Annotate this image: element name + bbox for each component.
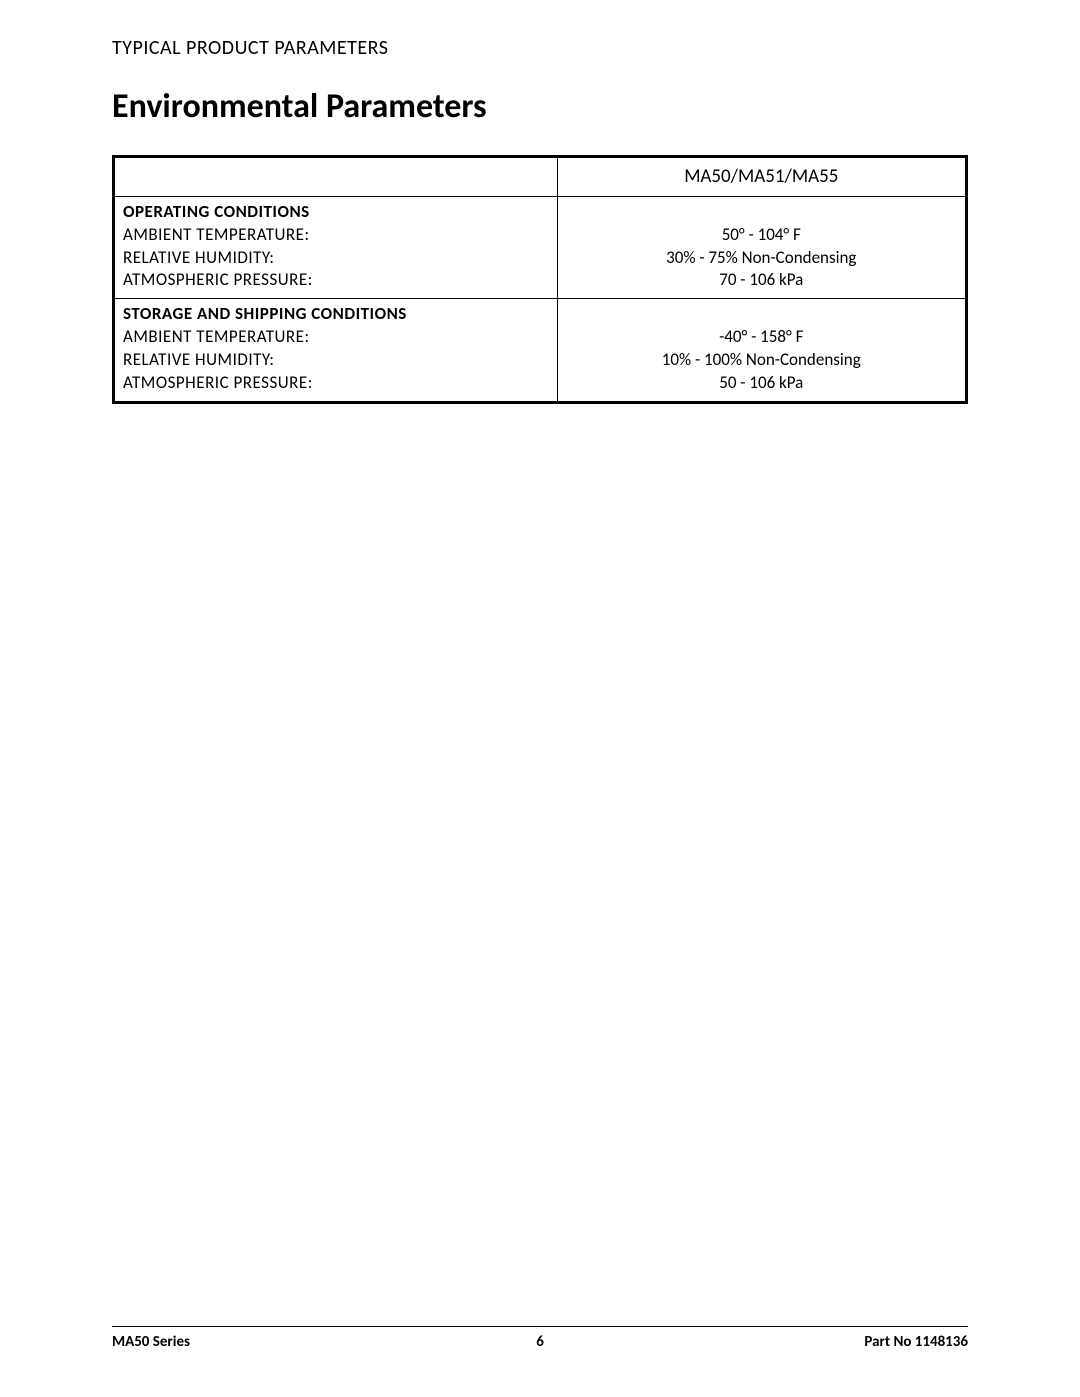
section-title: OPERATING CONDITIONS bbox=[123, 201, 549, 224]
row-value: 70 - 106 kPa bbox=[566, 269, 957, 292]
table-row: OPERATING CONDITIONS AMBIENT TEMPERATURE… bbox=[114, 196, 967, 299]
row-label: RELATIVE HUMIDITY: bbox=[123, 247, 549, 270]
label-cell: OPERATING CONDITIONS AMBIENT TEMPERATURE… bbox=[114, 196, 558, 299]
row-value: 50 - 106 kPa bbox=[566, 372, 957, 395]
row-value: -40° - 158° F bbox=[566, 326, 957, 349]
row-label: AMBIENT TEMPERATURE: bbox=[123, 224, 549, 247]
row-value: 10% - 100% Non-Condensing bbox=[566, 349, 957, 372]
row-value: 30% - 75% Non-Condensing bbox=[566, 247, 957, 270]
page-header: TYPICAL PRODUCT PARAMETERS bbox=[112, 36, 968, 60]
table-header-blank bbox=[114, 157, 558, 197]
environmental-parameters-table: MA50/MA51/MA55 OPERATING CONDITIONS AMBI… bbox=[112, 155, 968, 404]
table-header-models: MA50/MA51/MA55 bbox=[557, 157, 966, 197]
section-title: STORAGE AND SHIPPING CONDITIONS bbox=[123, 303, 549, 326]
row-label: AMBIENT TEMPERATURE: bbox=[123, 326, 549, 349]
table-row: STORAGE AND SHIPPING CONDITIONS AMBIENT … bbox=[114, 299, 967, 403]
label-cell: STORAGE AND SHIPPING CONDITIONS AMBIENT … bbox=[114, 299, 558, 403]
row-label: RELATIVE HUMIDITY: bbox=[123, 349, 549, 372]
document-page: TYPICAL PRODUCT PARAMETERS Environmental… bbox=[0, 0, 1080, 1397]
value-cell: -40° - 158° F 10% - 100% Non-Condensing … bbox=[557, 299, 966, 403]
row-label: ATMOSPHERIC PRESSURE: bbox=[123, 372, 549, 395]
section-heading: Environmental Parameters bbox=[112, 86, 968, 127]
value-cell: 50° - 104° F 30% - 75% Non-Condensing 70… bbox=[557, 196, 966, 299]
footer-rule bbox=[112, 1326, 968, 1327]
page-footer: MA50 Series 6 Part No 1148136 bbox=[112, 1326, 968, 1351]
footer-page-number: 6 bbox=[112, 1333, 968, 1351]
row-value: 50° - 104° F bbox=[566, 224, 957, 247]
row-label: ATMOSPHERIC PRESSURE: bbox=[123, 269, 549, 292]
